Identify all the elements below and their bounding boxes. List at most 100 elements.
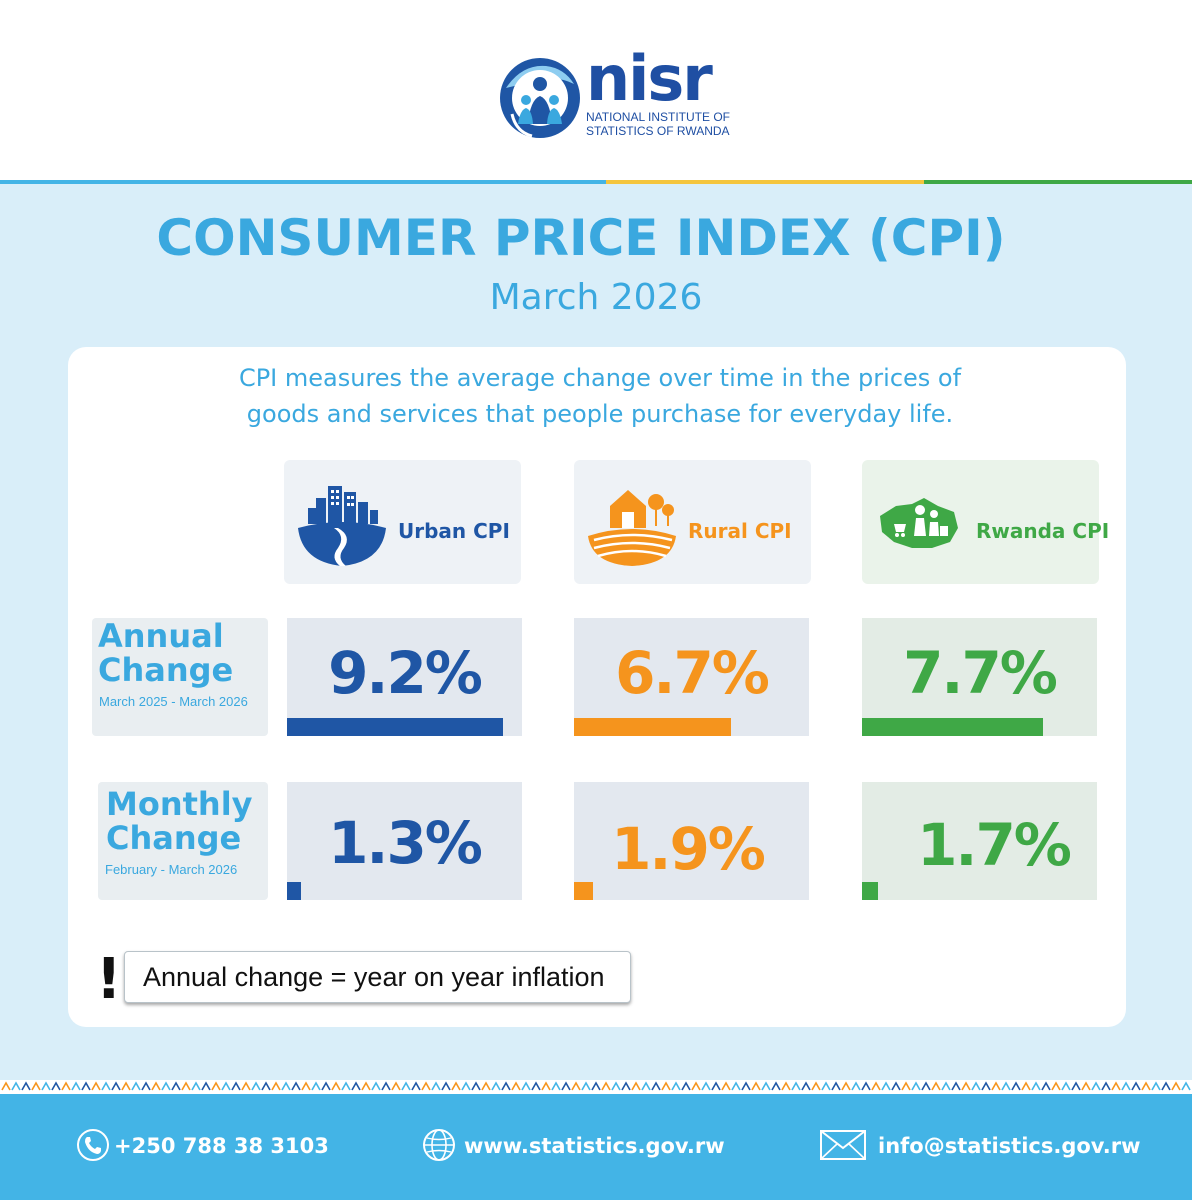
pattern-mark <box>941 1081 951 1091</box>
pattern-mark <box>551 1081 561 1091</box>
pattern-mark <box>741 1081 751 1091</box>
nisr-emblem-icon <box>500 58 580 138</box>
pattern-mark <box>651 1081 661 1091</box>
pattern-mark <box>691 1081 701 1091</box>
pattern-mark <box>441 1081 451 1091</box>
pattern-mark <box>581 1081 591 1091</box>
pattern-mark <box>1121 1081 1131 1091</box>
flag-stripe-green <box>924 180 1192 184</box>
pattern-mark <box>171 1081 181 1091</box>
pattern-mark <box>711 1081 721 1091</box>
pattern-mark <box>1131 1081 1141 1091</box>
column-header-urban: Urban CPI <box>284 460 521 584</box>
pattern-mark <box>601 1081 611 1091</box>
row-label-annual-line1: Annual <box>98 617 224 655</box>
pattern-mark <box>1081 1081 1091 1091</box>
pattern-mark <box>901 1081 911 1091</box>
pattern-mark <box>1101 1081 1111 1091</box>
pattern-mark <box>251 1081 261 1091</box>
pattern-mark <box>141 1081 151 1091</box>
column-label-rwanda: Rwanda CPI <box>976 519 1110 543</box>
logo-wordmark: nisr <box>586 42 713 115</box>
footer-email-text: info@statistics.gov.rw <box>878 1134 1141 1158</box>
pattern-mark <box>501 1081 511 1091</box>
column-label-rural: Rural CPI <box>688 519 792 543</box>
description-line2: goods and services that people purchase … <box>246 400 954 428</box>
pattern-mark <box>401 1081 411 1091</box>
pattern-mark <box>1091 1081 1101 1091</box>
logo-subtitle-line2: STATISTICS OF RWANDA <box>586 124 730 138</box>
pattern-mark <box>241 1081 251 1091</box>
bar-annual-rural <box>574 718 731 736</box>
pattern-mark <box>1051 1081 1061 1091</box>
column-header-rural: Rural CPI <box>574 460 811 584</box>
pattern-mark <box>831 1081 841 1091</box>
value-cell-annual-urban: 9.2% <box>287 618 522 736</box>
footer-email[interactable]: info@statistics.gov.rw <box>820 1128 1141 1164</box>
pattern-mark <box>1141 1081 1151 1091</box>
pattern-mark <box>521 1081 531 1091</box>
pattern-mark <box>1001 1081 1011 1091</box>
footer-website[interactable]: www.statistics.gov.rw <box>422 1128 725 1164</box>
note-box: Annual change = year on year inflation <box>124 951 631 1003</box>
pattern-mark <box>471 1081 481 1091</box>
pattern-mark <box>61 1081 71 1091</box>
pattern-mark <box>761 1081 771 1091</box>
pattern-mark <box>341 1081 351 1091</box>
pattern-mark <box>591 1081 601 1091</box>
value-annual-rural: 6.7% <box>615 639 770 707</box>
pattern-mark <box>291 1081 301 1091</box>
pattern-mark <box>1011 1081 1021 1091</box>
pattern-mark <box>311 1081 321 1091</box>
value-monthly-rural: 1.9% <box>611 815 766 883</box>
pattern-mark <box>931 1081 941 1091</box>
page-subtitle: March 2026 <box>489 277 703 318</box>
row-label-annual-line2: Change <box>98 651 234 689</box>
pattern-mark <box>991 1081 1001 1091</box>
pattern-mark <box>41 1081 51 1091</box>
pattern-mark <box>31 1081 41 1091</box>
rwanda-map-family-icon <box>880 498 958 548</box>
pattern-mark <box>301 1081 311 1091</box>
pattern-mark <box>181 1081 191 1091</box>
pattern-mark <box>1041 1081 1051 1091</box>
value-cell-monthly-rural: 1.9% <box>574 782 809 900</box>
pattern-mark <box>461 1081 471 1091</box>
house-field-icon <box>588 490 676 566</box>
value-cell-monthly-urban: 1.3% <box>287 782 522 900</box>
pattern-mark <box>151 1081 161 1091</box>
logo-subtitle: NATIONAL INSTITUTE OF STATISTICS OF RWAN… <box>586 110 766 138</box>
row-period-annual: March 2025 - March 2026 <box>99 694 248 709</box>
logo-subtitle-line1: NATIONAL INSTITUTE OF <box>586 110 731 124</box>
nisr-logo: nisr NATIONAL INSTITUTE OF STATISTICS OF… <box>498 44 758 144</box>
pattern-mark <box>1181 1081 1191 1091</box>
exclamation-icon: ! <box>96 947 122 1012</box>
pattern-mark <box>1111 1081 1121 1091</box>
row-period-monthly: February - March 2026 <box>105 862 238 877</box>
pattern-mark <box>361 1081 371 1091</box>
pattern-mark <box>331 1081 341 1091</box>
pattern-mark <box>731 1081 741 1091</box>
pattern-mark <box>161 1081 171 1091</box>
pattern-mark <box>81 1081 91 1091</box>
pattern-mark <box>871 1081 881 1091</box>
footer <box>0 1094 1192 1200</box>
pattern-mark <box>801 1081 811 1091</box>
pattern-mark <box>201 1081 211 1091</box>
pattern-mark <box>221 1081 231 1091</box>
pattern-mark <box>641 1081 651 1091</box>
value-monthly-rwanda: 1.7% <box>917 811 1072 879</box>
value-monthly-urban: 1.3% <box>328 809 483 877</box>
pattern-mark <box>771 1081 781 1091</box>
footer-phone[interactable]: +250 788 38 3103 <box>76 1128 329 1164</box>
decorative-pattern-strip <box>0 1080 1192 1094</box>
pattern-mark <box>881 1081 891 1091</box>
pattern-mark <box>961 1081 971 1091</box>
pattern-mark <box>1031 1081 1041 1091</box>
pattern-mark <box>91 1081 101 1091</box>
pattern-mark <box>531 1081 541 1091</box>
pattern-mark <box>841 1081 851 1091</box>
pattern-mark <box>381 1081 391 1091</box>
pattern-mark <box>811 1081 821 1091</box>
